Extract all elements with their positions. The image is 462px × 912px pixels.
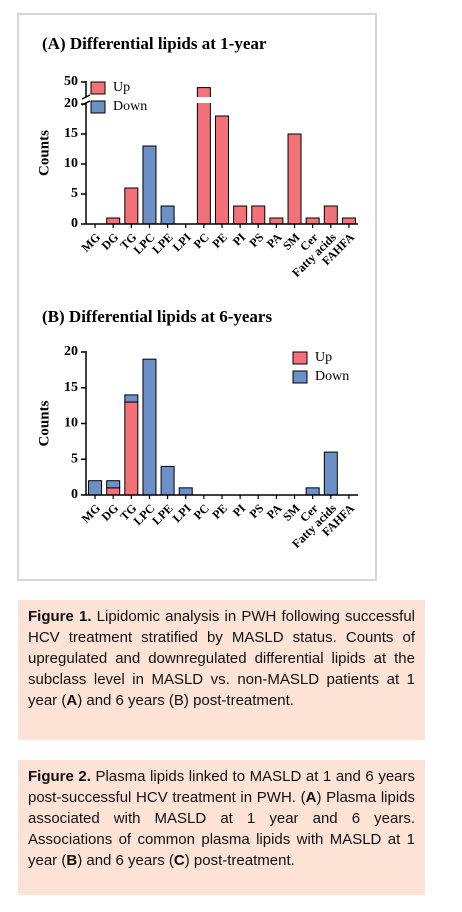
caption-box: Figure 2. Plasma lipids linked to MASLD …: [18, 760, 425, 895]
bar: [251, 205, 266, 225]
legend-swatch: [292, 351, 308, 365]
bar: [160, 205, 175, 225]
legend-label: Down: [113, 99, 147, 114]
y-tick-label: 20: [64, 96, 78, 111]
y-tick-label: 50: [64, 74, 78, 89]
bar: [323, 205, 338, 225]
bar: [233, 205, 248, 225]
legend-label: Up: [315, 350, 332, 365]
bar: [323, 451, 338, 496]
caption-bold-text: B: [66, 852, 78, 869]
bar: [142, 358, 157, 496]
caption-box: Figure 1. Lipidomic analysis in PWH foll…: [18, 600, 425, 740]
chart-title: (B) Differential lipids at 6-years: [42, 307, 272, 326]
y-axis-label: Counts: [36, 130, 52, 176]
caption-text: ) Plasma lipids associated with MASLD at…: [28, 789, 415, 869]
axis-break-mark: [81, 100, 91, 106]
bar: [106, 487, 121, 496]
y-tick-label: 0: [71, 487, 78, 502]
bar: [215, 115, 229, 225]
y-tick-label: 5: [71, 186, 78, 201]
axis-break-gap: [87, 97, 359, 103]
y-axis-label: Counts: [36, 400, 52, 446]
bar: [124, 187, 139, 225]
legend-label: Down: [315, 369, 349, 384]
y-tick-label: 15: [64, 380, 78, 395]
caption-text: ) post-treatment.: [184, 852, 295, 869]
bar: [196, 87, 211, 225]
bar: [305, 217, 320, 225]
bar: [88, 480, 103, 496]
legend-swatch: [90, 100, 106, 114]
bar: [124, 394, 139, 403]
caption-text: ) and 6 years (B) post-treatment.: [77, 692, 294, 709]
y-tick-label: 0: [71, 216, 78, 231]
y-tick-label: 10: [64, 156, 78, 171]
bar: [269, 217, 284, 225]
bar: [106, 480, 121, 489]
caption-text: Lipidomic analysis in PWH following succ…: [28, 608, 416, 709]
axis-break-mark: [81, 94, 91, 100]
legend-label: Up: [113, 80, 130, 95]
bar: [106, 217, 121, 225]
y-tick-label: 5: [71, 451, 78, 466]
figure: (A) Differential lipids at 1-year Counts 0…: [17, 13, 377, 581]
bar: [305, 487, 320, 496]
caption-bold-text: A: [305, 789, 317, 806]
y-tick-label: 15: [64, 126, 78, 141]
chart-title: (A) Differential lipids at 1-year: [42, 34, 267, 53]
bar: [142, 145, 157, 225]
caption-bold-text: C: [173, 852, 185, 869]
legend-swatch: [292, 370, 308, 384]
caption-bold-text: Figure 1.: [28, 608, 92, 625]
bar: [341, 217, 356, 225]
caption-text: Plasma lipids linked to MASLD at 1 and 6…: [28, 768, 415, 806]
y-tick-label: 20: [64, 344, 78, 359]
caption-text: ) and 6 years (: [77, 852, 174, 869]
caption-bold-text: Figure 2.: [28, 768, 91, 785]
legend-swatch: [90, 81, 106, 95]
bar: [124, 401, 139, 496]
y-tick-label: 10: [64, 416, 78, 431]
bar: [178, 487, 193, 496]
bar: [287, 133, 302, 225]
bar: [160, 465, 175, 496]
caption-bold-text: A: [66, 692, 78, 709]
